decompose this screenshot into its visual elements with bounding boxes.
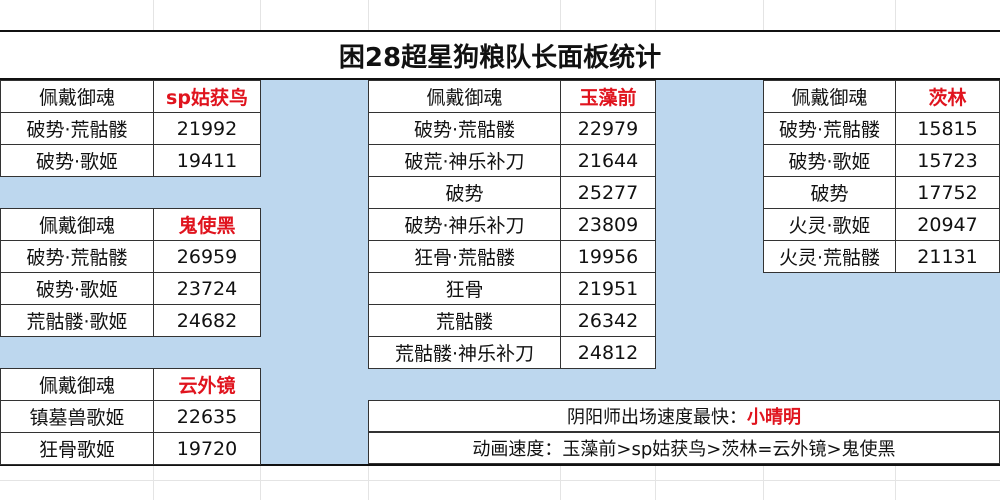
set-name: 破势·歌姬: [763, 144, 896, 177]
value: 25277: [560, 176, 656, 209]
table-row: 火灵·歌姬 20947: [763, 208, 1000, 241]
set-name: 破荒·神乐补刀: [368, 144, 561, 177]
set-name: 火灵·荒骷髅: [763, 240, 896, 273]
table-row: 破势·荒骷髅 15815: [763, 112, 1000, 145]
table-row: 破势·歌姬 23724: [0, 272, 261, 305]
value: 26342: [560, 304, 656, 337]
table-sp-guhuoniao: 佩戴御魂 sp姑获鸟 破势·荒骷髅 21992 破势·歌姬 19411: [0, 80, 261, 177]
value: 17752: [895, 176, 1000, 209]
character-name: 云外镜: [153, 368, 261, 401]
value: 19720: [153, 432, 261, 465]
table-cilin: 佩戴御魂 茨林 破势·荒骷髅 15815 破势·歌姬 15723 破势 17752 火灵…: [763, 80, 1000, 273]
table-row: 破荒·神乐补刀 21644: [368, 144, 656, 177]
set-name: 荒骷髅·歌姬: [0, 304, 154, 337]
table-header-row: 佩戴御魂 茨林: [763, 80, 1000, 113]
value: 15723: [895, 144, 1000, 177]
table-header-row: 佩戴御魂 sp姑获鸟: [0, 80, 261, 113]
table-yuzaoqian: 佩戴御魂 玉藻前 破势·荒骷髅 22979 破荒·神乐补刀 21644 破势 25277…: [368, 80, 656, 369]
table-row: 破势·歌姬 15723: [763, 144, 1000, 177]
table-row: 破势·荒骷髅 22979: [368, 112, 656, 145]
set-name: 狂骨·荒骷髅: [368, 240, 561, 273]
animation-speed-note: 动画速度：玉藻前>sp姑获鸟>茨林=云外镜>鬼使黑: [368, 432, 1000, 464]
header-label: 佩戴御魂: [0, 368, 154, 401]
header-label: 佩戴御魂: [763, 80, 896, 113]
value: 23809: [560, 208, 656, 241]
set-name: 破势·荒骷髅: [763, 112, 896, 145]
character-name: sp姑获鸟: [153, 80, 261, 113]
table-row: 破势 17752: [763, 176, 1000, 209]
character-name: 茨林: [895, 80, 1000, 113]
table-row: 破势·荒骷髅 21992: [0, 112, 261, 145]
table-header-row: 佩戴御魂 玉藻前: [368, 80, 656, 113]
table-row: 破势·荒骷髅 26959: [0, 240, 261, 273]
value: 19411: [153, 144, 261, 177]
table-row: 荒骷髅·歌姬 24682: [0, 304, 261, 337]
header-label: 佩戴御魂: [0, 208, 154, 241]
set-name: 破势·荒骷髅: [368, 112, 561, 145]
page-title: 困28超星狗粮队长面板统计: [0, 32, 1000, 80]
value: 22979: [560, 112, 656, 145]
table-guishihei: 佩戴御魂 鬼使黑 破势·荒骷髅 26959 破势·歌姬 23724 荒骷髅·歌姬 246…: [0, 208, 261, 337]
set-name: 狂骨: [368, 272, 561, 305]
value: 24812: [560, 336, 656, 369]
set-name: 火灵·歌姬: [763, 208, 896, 241]
set-name: 狂骨歌姬: [0, 432, 154, 465]
table-header-row: 佩戴御魂 鬼使黑: [0, 208, 261, 241]
table-row: 狂骨 21951: [368, 272, 656, 305]
set-name: 荒骷髅·神乐补刀: [368, 336, 561, 369]
value: 20947: [895, 208, 1000, 241]
table-row: 破势·神乐补刀 23809: [368, 208, 656, 241]
table-yunwaijing: 佩戴御魂 云外镜 镇墓兽歌姬 22635 狂骨歌姬 19720: [0, 368, 261, 465]
value: 21131: [895, 240, 1000, 273]
spreadsheet-panel: 困28超星狗粮队长面板统计 佩戴御魂 sp姑获鸟 破势·荒骷髅 21992 破势·歌…: [0, 30, 1000, 466]
character-name: 鬼使黑: [153, 208, 261, 241]
header-label: 佩戴御魂: [0, 80, 154, 113]
value: 22635: [153, 400, 261, 433]
table-row: 狂骨歌姬 19720: [0, 432, 261, 465]
value: 21644: [560, 144, 656, 177]
set-name: 镇墓兽歌姬: [0, 400, 154, 433]
set-name: 荒骷髅: [368, 304, 561, 337]
set-name: 破势·歌姬: [0, 144, 154, 177]
set-name: 破势·神乐补刀: [368, 208, 561, 241]
value: 15815: [895, 112, 1000, 145]
table-row: 荒骷髅·神乐补刀 24812: [368, 336, 656, 369]
fastest-label: 阴阳师出场速度最快：: [567, 407, 747, 428]
table-row: 火灵·荒骷髅 21131: [763, 240, 1000, 273]
table-row: 破势 25277: [368, 176, 656, 209]
character-name: 玉藻前: [560, 80, 656, 113]
set-name: 破势: [368, 176, 561, 209]
value: 24682: [153, 304, 261, 337]
value: 19956: [560, 240, 656, 273]
set-name: 破势·歌姬: [0, 272, 154, 305]
value: 21951: [560, 272, 656, 305]
value: 26959: [153, 240, 261, 273]
table-row: 镇墓兽歌姬 22635: [0, 400, 261, 433]
table-row: 狂骨·荒骷髅 19956: [368, 240, 656, 273]
value: 23724: [153, 272, 261, 305]
table-header-row: 佩戴御魂 云外镜: [0, 368, 261, 401]
set-name: 破势·荒骷髅: [0, 240, 154, 273]
header-label: 佩戴御魂: [368, 80, 561, 113]
fastest-value: 小晴明: [747, 407, 801, 428]
set-name: 破势: [763, 176, 896, 209]
set-name: 破势·荒骷髅: [0, 112, 154, 145]
value: 21992: [153, 112, 261, 145]
table-row: 破势·歌姬 19411: [0, 144, 261, 177]
table-row: 荒骷髅 26342: [368, 304, 656, 337]
fastest-note: 阴阳师出场速度最快： 小晴明: [368, 400, 1000, 432]
